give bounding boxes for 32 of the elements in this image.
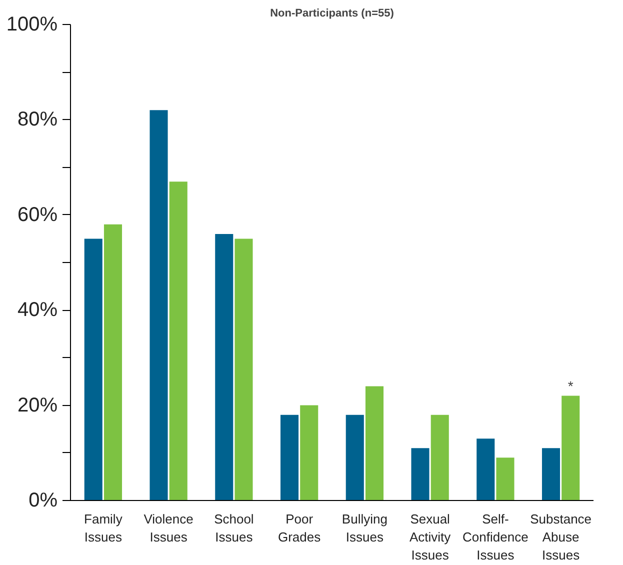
x-tick-label: Self- Confidence Issues — [462, 512, 528, 562]
x-tick-label: Bullying Issues — [342, 512, 388, 544]
bar — [215, 234, 234, 500]
bar — [496, 458, 514, 500]
bar — [169, 182, 188, 500]
y-tick-label: 40% — [17, 299, 58, 322]
chart-title: Non-Participants (n=55) — [270, 8, 394, 20]
annotation: * — [568, 378, 574, 394]
bar — [104, 224, 122, 500]
bar — [365, 386, 384, 500]
x-tick-label: Substance Abuse Issues — [530, 512, 592, 562]
y-tick-label: 80% — [17, 108, 58, 131]
bar — [84, 238, 102, 500]
y-tick-label: 0% — [28, 490, 58, 512]
bar — [542, 448, 560, 500]
bar — [430, 414, 449, 500]
bar — [476, 438, 495, 500]
x-tick-label: Violence Issues — [144, 512, 194, 544]
x-tick-label: Poor Grades — [278, 512, 322, 544]
bar — [280, 414, 299, 500]
x-tick-label: Family Issues — [84, 512, 123, 544]
y-tick-label: 20% — [17, 394, 58, 416]
x-tick-label: Sexual Activity Issues — [409, 512, 452, 562]
bar — [562, 396, 580, 500]
bar — [346, 414, 364, 500]
y-tick-label: 100% — [6, 14, 58, 36]
y-tick-label: 60% — [17, 204, 58, 226]
bar — [300, 405, 318, 500]
bar — [150, 110, 168, 500]
bar — [411, 448, 430, 500]
x-tick-label: School Issues — [214, 512, 254, 544]
bar — [234, 238, 253, 500]
